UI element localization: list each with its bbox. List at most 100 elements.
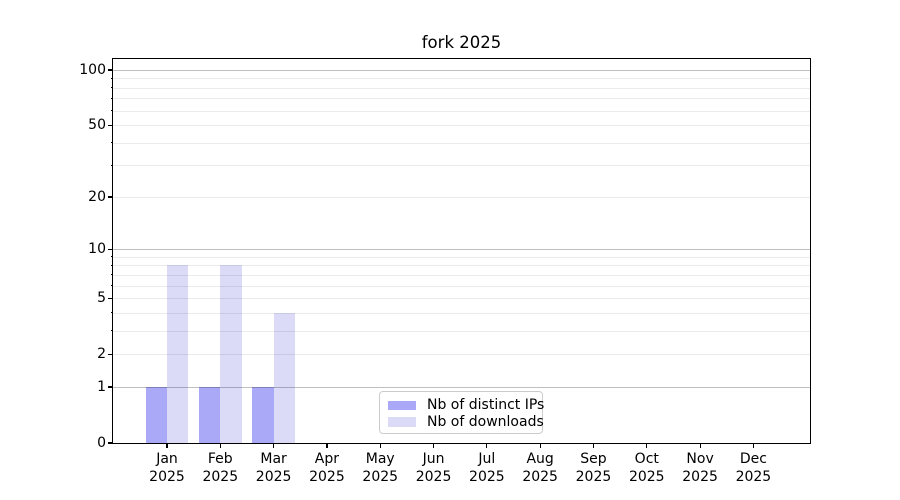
x-tick-label: Jul 2025 bbox=[455, 451, 519, 486]
plot-area-border bbox=[112, 58, 811, 444]
x-tick-label-year: 2025 bbox=[255, 468, 292, 485]
y-tick bbox=[108, 248, 113, 250]
gridline-minor bbox=[113, 298, 810, 300]
x-tick bbox=[699, 443, 701, 448]
bar bbox=[252, 386, 274, 443]
y-tick-label: 1 bbox=[97, 378, 106, 395]
x-tick-label-year: 2025 bbox=[202, 468, 239, 485]
x-tick bbox=[752, 443, 754, 448]
gridline-minor bbox=[113, 354, 810, 356]
x-tick-label-month: Feb bbox=[207, 451, 233, 467]
x-tick-label: Oct 2025 bbox=[615, 451, 679, 486]
gridline-minor bbox=[113, 87, 810, 89]
y-minor-tick bbox=[110, 274, 113, 276]
x-tick-label-year: 2025 bbox=[149, 468, 185, 485]
y-tick bbox=[108, 353, 113, 355]
y-minor-tick bbox=[110, 285, 113, 287]
x-tick-label: Feb 2025 bbox=[188, 451, 252, 486]
gridline-minor bbox=[113, 196, 810, 198]
x-tick-label: Jun 2025 bbox=[402, 451, 466, 486]
x-tick bbox=[379, 443, 381, 448]
y-tick-label: 2 bbox=[97, 346, 106, 363]
bar bbox=[273, 312, 295, 443]
gridline-minor bbox=[113, 265, 810, 267]
bar bbox=[167, 265, 189, 443]
gridline-minor bbox=[113, 274, 810, 276]
bar bbox=[145, 386, 167, 443]
x-tick bbox=[166, 443, 168, 448]
x-tick-label-month: Sep bbox=[580, 451, 607, 467]
x-tick-label-month: Jun bbox=[422, 451, 445, 467]
x-tick-label-month: Apr bbox=[314, 451, 340, 467]
x-tick-label: Jan 2025 bbox=[135, 451, 199, 486]
gridline-major bbox=[113, 386, 810, 388]
x-tick bbox=[326, 443, 328, 448]
y-tick-label: 50 bbox=[88, 117, 106, 134]
y-tick bbox=[108, 386, 113, 388]
legend-swatch-downloads bbox=[388, 417, 416, 427]
x-tick-label-month: Mar bbox=[260, 451, 287, 467]
y-minor-tick bbox=[110, 97, 113, 99]
x-tick-label-month: Nov bbox=[686, 451, 714, 467]
y-tick bbox=[108, 69, 113, 71]
legend-label-distinct-ips: Nb of distinct IPs bbox=[427, 397, 545, 414]
y-tick bbox=[108, 124, 113, 126]
x-tick-label-year: 2025 bbox=[415, 468, 452, 485]
gridline-minor bbox=[113, 285, 810, 287]
y-tick-label: 100 bbox=[79, 62, 106, 78]
y-tick-label: 5 bbox=[97, 290, 106, 307]
gridline-minor bbox=[113, 165, 810, 167]
x-tick bbox=[539, 443, 541, 448]
y-minor-tick bbox=[110, 264, 113, 266]
legend-swatch-distinct-ips bbox=[388, 400, 416, 410]
x-tick bbox=[273, 443, 275, 448]
y-minor-tick bbox=[110, 110, 113, 112]
y-tick-label: 0 bbox=[97, 435, 106, 451]
x-tick-label-year: 2025 bbox=[735, 468, 772, 485]
y-minor-tick bbox=[110, 87, 113, 89]
bar bbox=[199, 386, 221, 443]
y-minor-tick bbox=[110, 164, 113, 166]
y-tick bbox=[108, 297, 113, 299]
x-tick bbox=[219, 443, 221, 448]
x-tick-label: Aug 2025 bbox=[508, 451, 572, 486]
y-tick bbox=[108, 196, 113, 198]
y-tick-label: 20 bbox=[88, 188, 106, 205]
x-tick-label-month: Aug bbox=[526, 451, 554, 467]
x-tick-label-month: Jan bbox=[156, 451, 178, 467]
x-tick bbox=[486, 443, 488, 448]
x-tick-label-year: 2025 bbox=[628, 468, 665, 485]
y-tick bbox=[108, 442, 113, 444]
x-tick-label-month: Jul bbox=[478, 451, 496, 467]
x-tick-label-month: Dec bbox=[739, 451, 767, 467]
x-tick-label-month: Oct bbox=[634, 451, 659, 467]
legend-label-downloads: Nb of downloads bbox=[427, 413, 544, 430]
y-minor-tick bbox=[110, 77, 113, 79]
legend: Nb of distinct IPs Nb of downloads bbox=[379, 391, 545, 434]
y-tick-label: 10 bbox=[88, 241, 106, 258]
gridline-major bbox=[113, 249, 810, 251]
chart-title: fork 2025 bbox=[421, 33, 502, 52]
gridline-minor bbox=[113, 256, 810, 258]
gridline-minor bbox=[113, 142, 810, 144]
x-tick-label: Apr 2025 bbox=[295, 451, 359, 486]
x-tick-label-year: 2025 bbox=[575, 468, 612, 485]
x-tick-label-year: 2025 bbox=[309, 468, 345, 485]
x-tick bbox=[592, 443, 595, 448]
y-minor-tick bbox=[110, 142, 113, 144]
x-tick-label: Nov 2025 bbox=[668, 451, 732, 486]
x-tick-label: Sep 2025 bbox=[561, 451, 625, 486]
x-tick-label-month: May bbox=[365, 451, 395, 467]
x-tick bbox=[432, 443, 435, 448]
x-tick-label-year: 2025 bbox=[682, 468, 718, 485]
x-tick-label: Dec 2025 bbox=[721, 451, 785, 486]
gridline-minor bbox=[113, 110, 810, 112]
bar bbox=[220, 265, 242, 443]
x-tick-label: May 2025 bbox=[348, 451, 412, 486]
gridline-minor bbox=[113, 330, 810, 332]
gridline-minor bbox=[113, 312, 810, 314]
legend-row: Nb of downloads bbox=[388, 414, 544, 431]
x-tick-label: Mar 2025 bbox=[242, 451, 306, 486]
x-tick-label-year: 2025 bbox=[522, 468, 558, 485]
